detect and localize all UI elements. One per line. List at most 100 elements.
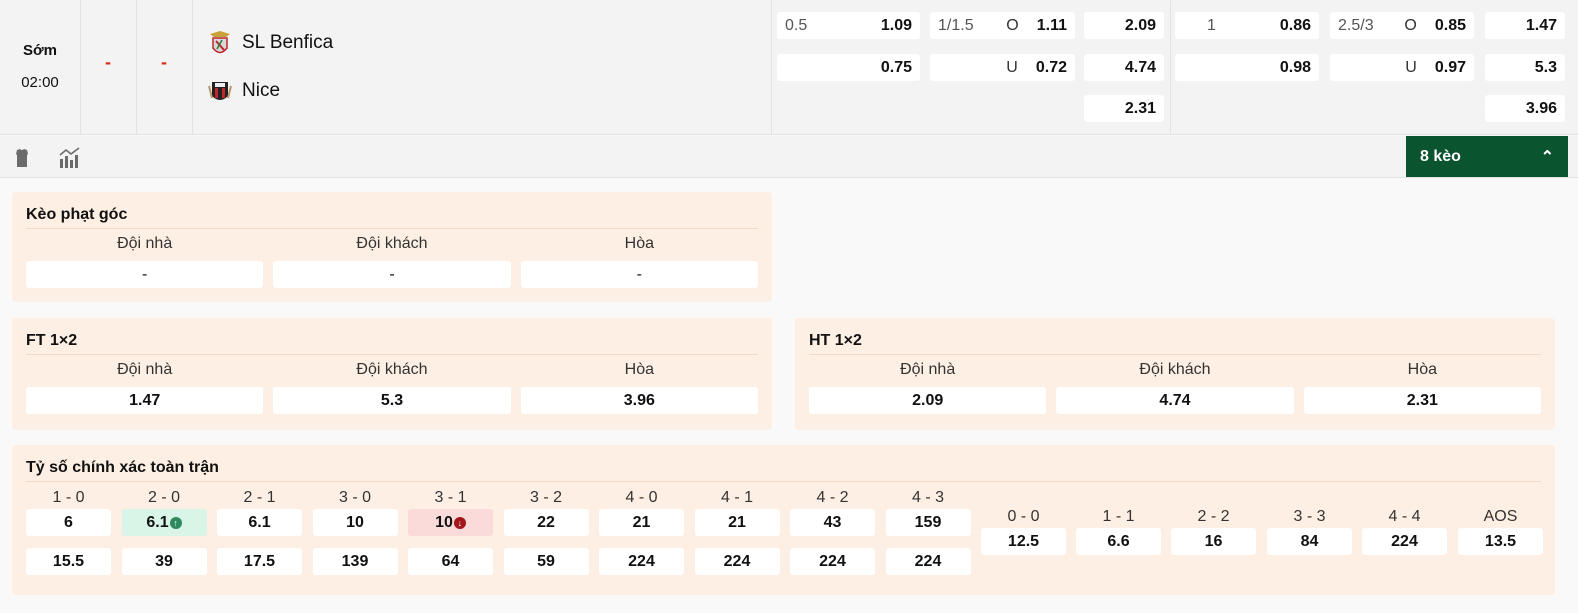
odds-value: 21 [728,514,746,531]
score-home-odds[interactable]: 21 [694,509,780,536]
ht-handicap-away[interactable]: 0.98 [1175,54,1319,81]
ht-1x2-draw[interactable]: 2.31 [1084,95,1164,122]
home-team[interactable]: SL Benfica [206,28,333,58]
panel-title: HT 1×2 [809,332,1541,355]
ft-draw[interactable]: Hòa 3.96 [520,361,758,414]
score-home-odds[interactable]: 43 [790,509,875,536]
score-column: 3 - 2 22 59 [503,489,589,587]
draw-score-odds[interactable]: 224 [1362,528,1447,555]
ht-1x2-away[interactable]: 4.74 [1084,54,1164,81]
odds-value: 21 [632,514,651,531]
ht-home[interactable]: Đội nhà 2.09 [809,361,1047,414]
score-label: 2 - 2 [1197,508,1230,525]
ht-draw[interactable]: Hòa 2.31 [1303,361,1541,414]
score-column: 4 - 0 21 224 [599,489,684,587]
odds-value: 0.86 [1279,16,1311,34]
draw-score-odds[interactable]: 16 [1171,528,1256,555]
score-column: 2 - 1 6.1 17.5 [217,489,302,587]
draw-score-column: AOS 13.5 [1458,508,1543,567]
benfica-crest-icon [210,31,230,54]
odds-value: 1.09 [880,16,912,34]
stats-chart-icon[interactable] [58,146,82,170]
score-home-odds[interactable]: 6.1 [217,509,302,536]
score-label: 3 - 3 [1293,508,1326,525]
odds-value: 4.74 [1056,387,1294,414]
ht-handicap-home[interactable]: 1 0.86 [1175,12,1319,39]
odds-value: 2.09 [809,387,1047,414]
col-label: Đội nhà [900,361,956,378]
score-away-odds[interactable]: 15.5 [26,548,111,575]
ft-handicap-home[interactable]: 0.5 1.09 [777,12,920,39]
odds-value: 0.72 [1035,58,1067,76]
score-home-odds[interactable]: 10 [312,509,398,536]
draw-score-odds[interactable]: 13.5 [1458,528,1543,555]
odds-value: 1.47 [26,387,264,414]
ft-1x2-panel: FT 1×2 Đội nhà 1.47 Đội khách 5.3 Hòa 3.96 [12,318,772,430]
odds-value: 2.09 [1124,16,1156,34]
score-away-odds[interactable]: 39 [121,548,207,575]
ft-1x2-draw[interactable]: 3.96 [1485,95,1565,122]
ft-over[interactable]: 1/1.5 O 1.11 [930,12,1075,39]
ft-1x2-home[interactable]: 1.47 [1485,12,1565,39]
draw-score-odds[interactable]: 6.6 [1076,528,1161,555]
shirt-icon[interactable] [12,148,32,168]
score-away-odds[interactable]: 224 [599,548,684,575]
panel-title: FT 1×2 [26,332,758,355]
score-home-odds[interactable]: 6.1 ↑ [121,509,207,536]
ft-under[interactable]: U 0.72 [930,54,1075,81]
col-label: Hòa [624,361,654,378]
odds-value: 1.47 [1525,16,1557,34]
ft-home[interactable]: Đội nhà 1.47 [26,361,264,414]
score-away-odds[interactable]: 224 [694,548,780,575]
odds-value: 0.75 [880,58,912,76]
corner-home[interactable]: Đội nhà - [26,235,264,288]
match-row: Sớm 02:00 - - SL Benfica Nice 0.5 1.09 0.… [0,0,1578,135]
match-status: Sớm [22,42,57,59]
more-markets-toggle[interactable]: 8 kèo ⌃ [1406,136,1568,177]
score-label: 0 - 0 [1007,508,1040,525]
chevron-up-icon: ⌃ [1540,148,1554,166]
draw-score-odds[interactable]: 12.5 [981,528,1066,555]
corner-draw[interactable]: Hòa - [520,235,758,288]
ht-1x2-home[interactable]: 2.09 [1084,12,1164,39]
odds-value: 3.96 [1525,99,1557,117]
corner-away[interactable]: Đội khách - [273,235,511,288]
handicap-line: 1 [1207,16,1216,34]
score-label: 4 - 2 [816,489,849,506]
score-home-odds[interactable]: 21 [599,509,684,536]
score-away-odds[interactable]: 59 [503,548,589,575]
arrow-down-icon: ↓ [453,516,466,529]
draw-score-odds[interactable]: 84 [1267,528,1352,555]
col-label: Đội nhà [117,235,173,252]
score-away-odds[interactable]: 64 [408,548,493,575]
score-away-odds[interactable]: 17.5 [217,548,302,575]
ou-line: 1/1.5 [938,16,974,34]
ht-under[interactable]: U 0.97 [1330,54,1474,81]
handicap-line: 0.5 [785,16,808,34]
odds-value: 6.1 [248,514,271,531]
ft-handicap-away[interactable]: 0.75 [777,54,920,81]
ht-over[interactable]: 2.5/3 O 0.85 [1330,12,1474,39]
odds-value: 1.11 [1036,16,1067,34]
score-away-odds[interactable]: 224 [885,548,971,575]
odds-value: 6.1 [146,514,169,531]
score-home-odds[interactable]: 22 [503,509,589,536]
score-home-odds[interactable]: 6 [26,509,111,536]
col-label: Hòa [1407,361,1437,378]
ht-1x2-panel: HT 1×2 Đội nhà 2.09 Đội khách 4.74 Hòa 2.31 [795,318,1555,430]
score-column: 3 - 1 10 ↓ 64 [408,489,493,587]
score-label: 4 - 4 [1388,508,1421,525]
score-home-odds[interactable]: 10 ↓ [408,509,493,536]
score-away-odds[interactable]: 224 [790,548,875,575]
corner-panel: Kèo phạt góc Đội nhà - Đội khách - Hòa - [12,192,772,302]
ft-1x2-away[interactable]: 5.3 [1485,54,1565,81]
away-team-name: Nice [242,80,281,101]
correct-score-panel: Tỷ số chính xác toàn trận 1 - 0 6 15.5 2 … [12,445,1555,595]
score-column: 3 - 0 10 139 [312,489,398,587]
score-away-odds[interactable]: 139 [312,548,398,575]
score-home-odds[interactable]: 159 [885,509,971,536]
odds-value: 3.96 [520,387,758,414]
ht-away[interactable]: Đội khách 4.74 [1056,361,1294,414]
ft-away[interactable]: Đội khách 5.3 [273,361,511,414]
away-team[interactable]: Nice [206,76,280,106]
